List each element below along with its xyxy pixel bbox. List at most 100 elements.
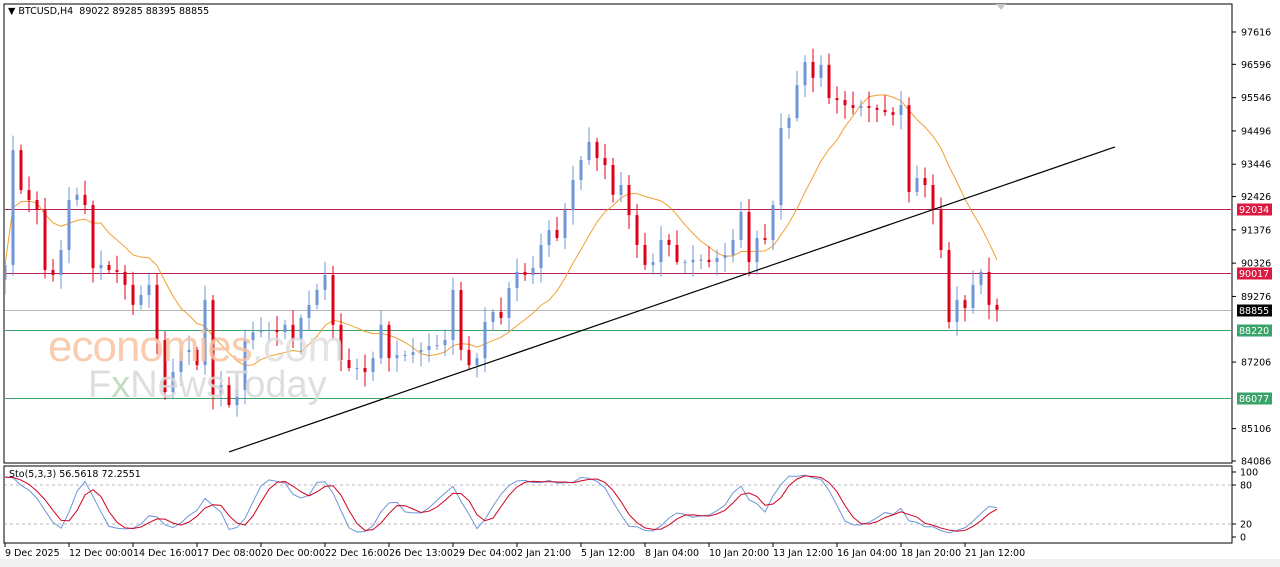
candle-bear — [467, 349, 471, 366]
candle-bull — [803, 61, 807, 86]
candle-bear — [211, 300, 215, 395]
candle-bear — [19, 150, 23, 191]
candle-bear — [963, 300, 967, 309]
stochastic-main-line — [5, 474, 998, 534]
candle-bull — [307, 304, 311, 318]
candle-bull — [411, 352, 415, 355]
candle-bear — [923, 178, 927, 186]
candle-bull — [531, 268, 535, 276]
x-tick-label: 16 Jan 04:00 — [837, 548, 897, 559]
candle-bear — [843, 100, 847, 106]
candle-bear — [499, 311, 503, 318]
candle-bull — [243, 340, 247, 390]
y-tick-label: 87206 — [1241, 358, 1271, 369]
candle-bull — [971, 284, 975, 309]
stochastic-signal-value: 72.2551 — [101, 469, 141, 480]
price-tag-label: 90017 — [1239, 269, 1269, 280]
candle-bull — [955, 300, 959, 322]
x-tick-label: 9 Dec 2025 — [5, 548, 60, 559]
candle-bear — [595, 141, 599, 159]
candle-bull — [731, 239, 735, 256]
price-tag-support — [1237, 392, 1272, 405]
candle-bear — [195, 349, 199, 366]
candle-bear — [227, 385, 231, 406]
candle-bull — [315, 289, 319, 305]
candle-bear — [675, 244, 679, 263]
candle-bull — [539, 244, 543, 269]
candle-bull — [787, 118, 791, 128]
candle-bull — [771, 204, 775, 240]
y-tick-label: 96596 — [1241, 60, 1271, 71]
x-tick-label: 29 Dec 04:00 — [453, 548, 517, 559]
candle-bear — [91, 204, 95, 269]
candle-bear — [707, 259, 711, 263]
y-tick-label: 94496 — [1241, 126, 1271, 137]
candle-bear — [459, 289, 463, 350]
candle-bear — [35, 199, 39, 211]
candle-bear — [811, 61, 815, 78]
candle-bear — [931, 185, 935, 211]
ohlc-values: 89022 89285 88395 88855 — [79, 6, 210, 17]
candle-bear — [643, 244, 647, 265]
candle-bull — [203, 300, 207, 366]
candle-bull — [859, 106, 863, 108]
candle-bull — [435, 345, 439, 347]
candle-bull — [819, 64, 823, 78]
candle-bull — [699, 259, 703, 261]
candle-bull — [715, 257, 719, 263]
candle-bear — [291, 324, 295, 341]
candle-bull — [587, 141, 591, 160]
chart-header: ▼ BTCUSD,H4 89022 89285 88395 88855 — [8, 6, 209, 17]
x-tick-label: 13 Jan 12:00 — [773, 548, 833, 559]
price-tag-support — [1237, 324, 1272, 337]
candle-bull — [11, 150, 15, 265]
candle-bear — [347, 360, 351, 368]
stochastic-plot — [5, 474, 1231, 534]
candle-bull — [475, 358, 479, 366]
candle-bear — [555, 230, 559, 238]
candle-bear — [163, 340, 167, 393]
candle-bear — [275, 329, 279, 333]
x-tick-label: 22 Dec 16:00 — [325, 548, 389, 559]
candle-bull — [355, 367, 359, 369]
candle-bull — [915, 178, 919, 192]
candle-bull — [379, 324, 383, 359]
price-tag-label: 86077 — [1239, 394, 1269, 405]
candle-bear — [867, 106, 871, 108]
candle-bear — [131, 284, 135, 305]
y-tick-label: 92426 — [1241, 192, 1271, 203]
candle-bull — [67, 199, 71, 251]
candle-bear — [939, 210, 943, 251]
candle-bull — [619, 185, 623, 195]
candle-bull — [779, 127, 783, 205]
candle-bull — [491, 311, 495, 322]
candle-bull — [571, 179, 575, 211]
candle-bear — [363, 367, 367, 373]
trendline — [228, 146, 1116, 453]
candle-bull — [235, 389, 239, 406]
x-tick-label: 18 Jan 20:00 — [901, 548, 961, 559]
main-plot — [5, 48, 1231, 453]
stochastic-name: Sto(5,3,3) — [9, 469, 57, 480]
x-tick-label: 20 Dec 00:00 — [261, 548, 325, 559]
candle-bull — [323, 275, 327, 290]
candle-bull — [259, 329, 263, 333]
candle-bull — [755, 237, 759, 263]
price-tag-resistance — [1237, 203, 1272, 216]
candle-bear — [763, 237, 767, 240]
x-tick-label: 21 Jan 12:00 — [965, 548, 1025, 559]
stochastic-y-tick-label: 0 — [1240, 533, 1246, 544]
y-tick-label: 85106 — [1241, 424, 1271, 435]
candle-bull — [451, 289, 455, 341]
candle-bear — [123, 271, 127, 285]
candle-bear — [667, 239, 671, 245]
candle-bull — [139, 295, 143, 305]
stochastic-label: Sto(5,3,3) 56.5618 72.2551 — [9, 469, 141, 480]
stochastic-y-tick-label: 100 — [1240, 468, 1258, 479]
stochastic-main-value: 56.5618 — [59, 469, 99, 480]
triangle-down-icon[interactable]: ▼ — [8, 6, 19, 17]
x-tick-label: 14 Dec 16:00 — [133, 548, 197, 559]
candle-bear — [331, 275, 335, 325]
